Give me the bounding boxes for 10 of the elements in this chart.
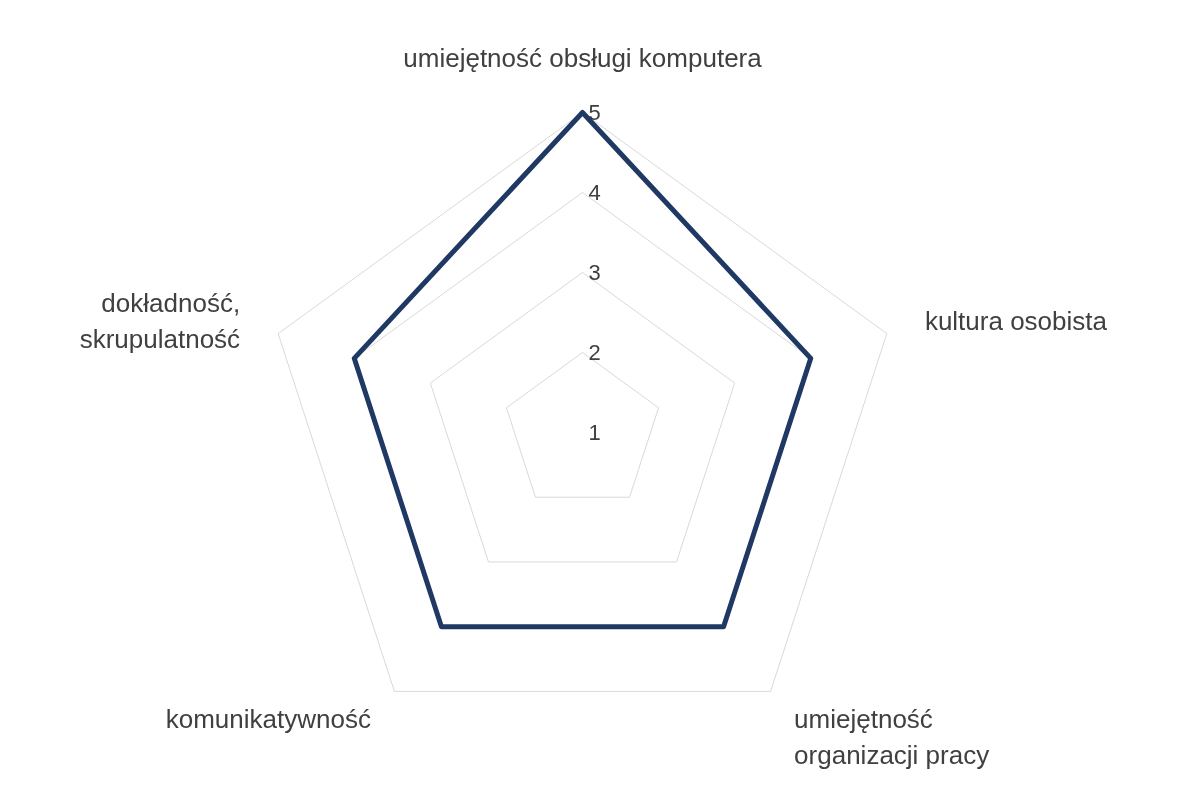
y-tick-label: 5 <box>588 100 601 125</box>
spoke-label: dokładność, skrupulatność <box>79 288 241 355</box>
spoke-label: komunikatywność <box>165 703 371 734</box>
y-tick-label: 2 <box>588 340 601 365</box>
spoke-label: umiejętność obsługi komputera <box>403 42 763 73</box>
y-tick-label: 3 <box>588 260 601 285</box>
y-tick-label: 4 <box>588 180 601 205</box>
spoke-label: kultura osobista <box>924 306 1108 337</box>
spoke-label: umiejętność organizacji pracy <box>794 703 990 770</box>
y-tick-label: 1 <box>588 420 601 445</box>
